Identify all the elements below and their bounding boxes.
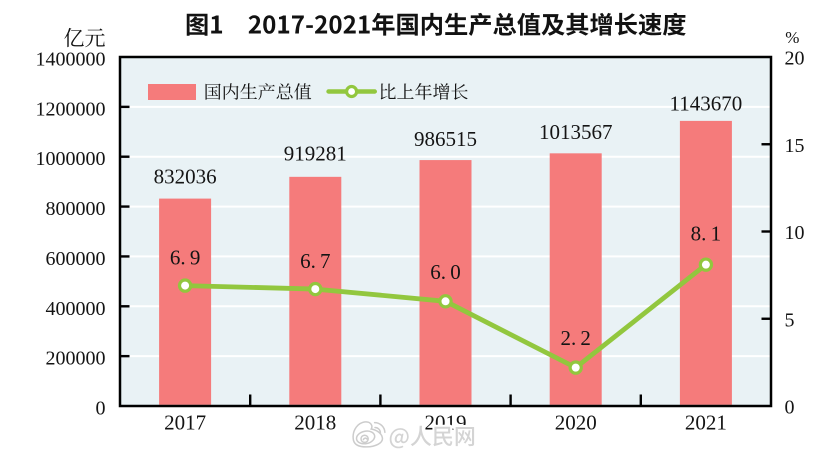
svg-text:2021: 2021: [685, 411, 727, 435]
svg-text:6. 9: 6. 9: [170, 246, 200, 270]
svg-text:200000: 200000: [46, 348, 106, 370]
svg-text:919281: 919281: [284, 141, 347, 165]
svg-text:20: 20: [785, 48, 805, 70]
svg-text:1143670: 1143670: [670, 91, 743, 115]
svg-text:600000: 600000: [46, 248, 106, 270]
svg-text:6. 7: 6. 7: [300, 249, 330, 273]
svg-text:%: %: [785, 28, 799, 47]
svg-text:5: 5: [785, 309, 795, 331]
svg-text:2020: 2020: [555, 411, 597, 435]
svg-text:6. 0: 6. 0: [430, 260, 460, 284]
svg-text:1000000: 1000000: [36, 148, 106, 170]
svg-text:0: 0: [785, 397, 795, 419]
svg-text:15: 15: [785, 135, 805, 157]
svg-text:832036: 832036: [154, 165, 217, 189]
svg-text:1013567: 1013567: [539, 120, 613, 144]
svg-text:1400000: 1400000: [36, 49, 106, 71]
svg-text:2. 2: 2. 2: [560, 326, 590, 350]
svg-text:1200000: 1200000: [36, 98, 106, 120]
svg-text:986515: 986515: [414, 127, 477, 151]
svg-text:0: 0: [96, 398, 106, 420]
svg-text:400000: 400000: [46, 298, 106, 320]
svg-text:2017: 2017: [164, 411, 206, 435]
svg-text:800000: 800000: [46, 198, 106, 220]
svg-text:2018: 2018: [294, 411, 336, 435]
svg-text:10: 10: [785, 222, 805, 244]
svg-text:8. 1: 8. 1: [691, 222, 721, 246]
